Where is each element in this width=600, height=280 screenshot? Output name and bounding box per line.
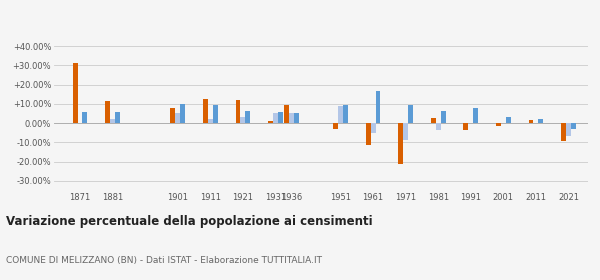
Bar <box>294 113 299 123</box>
Bar <box>213 105 218 123</box>
Bar <box>338 106 343 123</box>
Text: COMUNE DI MELIZZANO (BN) - Dati ISTAT - Elaborazione TUTTITALIA.IT: COMUNE DI MELIZZANO (BN) - Dati ISTAT - … <box>6 256 322 265</box>
Bar <box>245 111 250 123</box>
Bar <box>473 108 478 123</box>
Bar <box>241 117 245 123</box>
Bar <box>529 120 533 123</box>
Bar <box>403 123 408 140</box>
Bar <box>440 111 446 123</box>
Bar <box>431 118 436 123</box>
Bar <box>273 113 278 123</box>
Bar <box>506 117 511 123</box>
Bar <box>366 123 371 145</box>
Legend: Melizzano, Provincia di BN, Campania: Melizzano, Provincia di BN, Campania <box>185 0 457 3</box>
Bar <box>289 113 294 123</box>
Bar <box>566 123 571 136</box>
Bar <box>278 113 283 123</box>
Bar <box>82 113 88 123</box>
Bar <box>73 63 77 123</box>
Bar <box>333 123 338 129</box>
Bar <box>236 100 241 123</box>
Bar <box>170 108 175 123</box>
Bar <box>371 123 376 133</box>
Bar <box>175 113 180 123</box>
Bar <box>208 119 213 123</box>
Bar <box>436 123 440 130</box>
Bar <box>538 119 543 123</box>
Bar <box>496 123 501 126</box>
Bar <box>343 105 348 123</box>
Bar <box>115 113 120 123</box>
Bar <box>463 123 469 130</box>
Bar <box>376 91 380 123</box>
Bar <box>284 105 289 123</box>
Bar <box>110 119 115 123</box>
Bar <box>561 123 566 141</box>
Bar <box>268 121 273 123</box>
Bar <box>203 99 208 123</box>
Bar <box>398 123 403 164</box>
Bar <box>571 123 576 129</box>
Bar <box>180 104 185 123</box>
Bar <box>105 101 110 123</box>
Text: Variazione percentuale della popolazione ai censimenti: Variazione percentuale della popolazione… <box>6 215 373 228</box>
Bar <box>408 105 413 123</box>
